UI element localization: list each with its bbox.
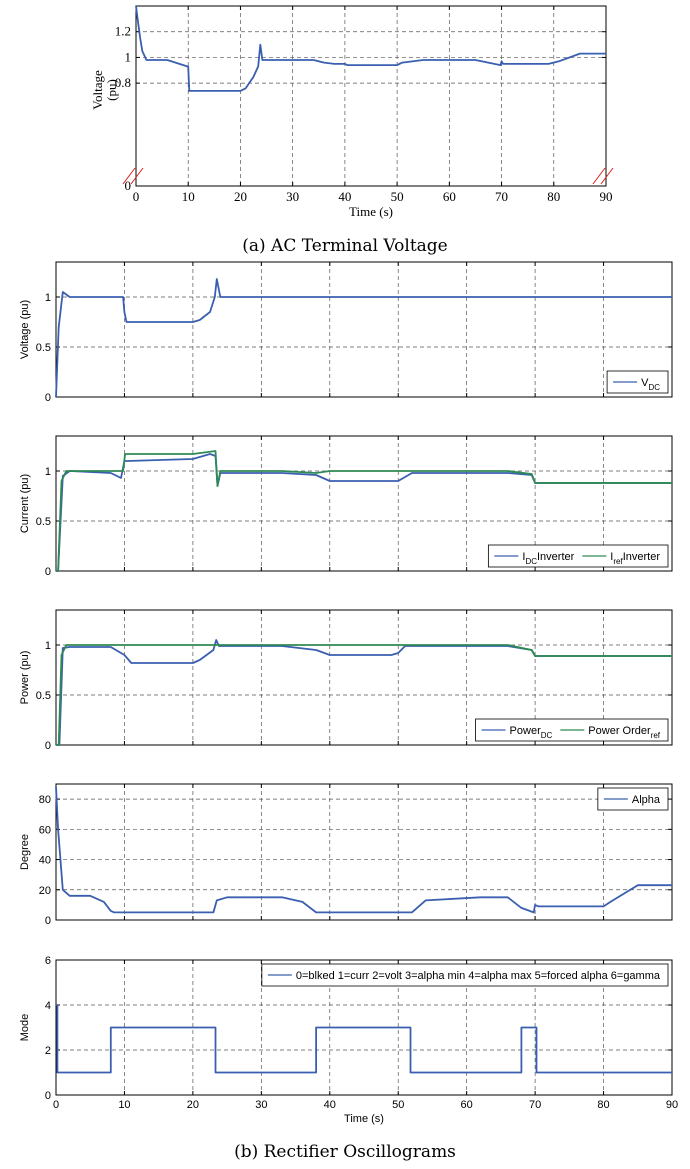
legend-suffix: Inverter [537,551,575,563]
y-tick-label: 6 [45,955,51,967]
y-tick-label: 0 [45,740,51,752]
x-tick-label: 80 [547,189,560,204]
legend-box [597,787,669,811]
legend-label: Power [510,725,542,737]
y-axis-label: Voltage (pu) [19,300,31,359]
x-tick-label: 80 [597,1099,609,1111]
legend-subscript: DC [648,383,660,392]
legend-label: I [522,551,525,563]
x-tick-label: 50 [391,189,404,204]
legend-label: Alpha [632,794,661,806]
series-line [56,450,672,572]
chart-alpha: 0 20 40 60 80 Degree Alpha [19,783,673,927]
y-axis-label: Mode [19,1014,31,1042]
y-tick-label: 0.5 [36,516,51,528]
x-tick-label: 0 [53,1099,59,1111]
x-axis-label: Time (s) [349,204,393,219]
x-tick-label: 90 [600,189,613,204]
y-tick-label: 0.5 [36,342,51,354]
y-axis-label: Power (pu) [19,651,31,705]
legend: V DC [606,370,669,394]
legend-label: 0=blked 1=curr 2=volt 3=alpha min 4=alph… [296,970,661,982]
x-axis-label: Time (s) [344,1113,384,1125]
y-tick-label: 4 [45,1000,51,1012]
legend-box [487,544,669,568]
x-tick-label: 50 [392,1099,404,1111]
chart-ac_terminal_voltage: 0 10 20 30 40 50 60 70 80 90 0 0.8 1 1.2 Time (s) Volta… [90,5,614,219]
y-tick-label: 1 [45,292,51,304]
y-tick-label: 40 [39,855,51,867]
legend-label: V [641,377,649,389]
y-axis-label: Current (pu) [19,474,31,533]
x-tick-label: 40 [324,1099,336,1111]
y-tick-label: 0 [45,566,51,578]
legend-subscript: DC [541,731,553,740]
chart-mode: 0 10 20 30 40 50 60 70 80 90 0 2 4 6 Time (s) Mode 0=blk… [19,955,678,1125]
y-tick-label: 1.2 [115,24,131,39]
y-tick-label: 80 [39,794,51,806]
axis-break-mark [592,167,606,185]
series-line [55,786,672,914]
series-line [56,1004,672,1074]
x-tick-label: 70 [529,1099,541,1111]
x-tick-label: 30 [255,1099,267,1111]
plot-area [55,783,673,921]
x-tick-label: 10 [118,1099,130,1111]
series-line [135,5,606,92]
legend-subscript: ref [613,557,623,566]
y-tick-label: 2 [45,1045,51,1057]
chart-dc_power: 0 0.5 1 Power (pu) Power DC Power Order ref [19,609,673,752]
legend-label: I [610,551,613,563]
y-axis-label: Voltage [90,70,105,110]
legend: 0=blked 1=curr 2=volt 3=alpha min 4=alph… [261,963,669,987]
legend-label: Power Order [588,725,651,737]
series-line [56,644,672,746]
x-tick-label: 60 [461,1099,473,1111]
series-line [55,278,672,398]
x-tick-label: 60 [443,189,456,204]
x-tick-label: 20 [234,189,247,204]
caption-b: (b) Rectifier Oscillograms [234,1142,456,1162]
legend-box [606,370,669,394]
chart-dc_voltage: 0 0.5 1 Voltage (pu) V DC [19,261,673,404]
axis-break-mark [600,167,614,185]
y-tick-label: 60 [39,824,51,836]
y-tick-label: 0.5 [36,690,51,702]
legend-box [261,963,669,987]
x-tick-label: 30 [286,189,299,204]
legend-subscript: ref [651,731,661,740]
y-tick-label: 0 [45,1090,51,1102]
plot-area [55,261,673,398]
plot-area [135,5,607,187]
y-tick-label: 0 [45,392,51,404]
y-tick-label: 1 [45,640,51,652]
legend-subscript: DC [525,557,537,566]
legend-suffix: Inverter [623,551,661,563]
y-tick-label: 1 [45,466,51,478]
x-tick-label: 0 [133,189,140,204]
y-tick-label: 0 [125,178,132,193]
y-axis-label: Degree [19,834,31,870]
panel-a: 0 10 20 30 40 50 60 70 80 90 0 0.8 1 1.2 Time (s) Volta… [90,5,614,219]
legend: Power DC Power Order ref [475,718,669,742]
y-axis-label: (pu) [104,79,119,101]
y-tick-label: 0.8 [115,75,131,90]
caption-a: (a) AC Terminal Voltage [242,236,447,256]
x-tick-label: 10 [182,189,195,204]
y-tick-label: 0 [45,915,51,927]
axis-break-mark [130,167,144,185]
x-tick-label: 70 [495,189,508,204]
axis-break-mark [122,167,136,185]
x-tick-label: 40 [338,189,351,204]
x-tick-label: 90 [666,1099,678,1111]
x-tick-label: 20 [187,1099,199,1111]
y-tick-label: 20 [39,885,51,897]
legend: Alpha [597,787,669,811]
y-tick-label: 1 [125,49,132,64]
